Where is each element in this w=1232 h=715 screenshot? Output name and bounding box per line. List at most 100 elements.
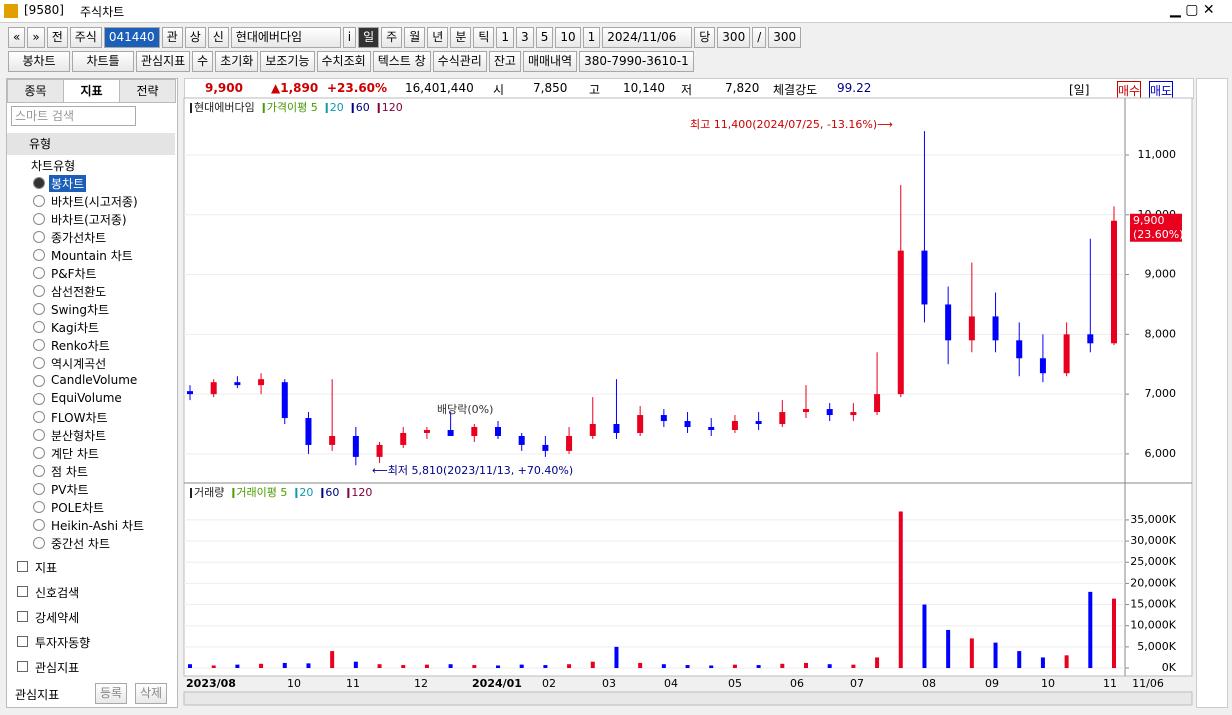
- radio[interactable]: [33, 393, 45, 405]
- window-controls[interactable]: ▁ ▢ ✕: [1170, 2, 1215, 18]
- toolbar-button[interactable]: «: [8, 27, 26, 48]
- chart-type-item[interactable]: 삼선전환도: [51, 285, 107, 299]
- toolbar-button[interactable]: 텍스트 창: [372, 51, 431, 72]
- toolbar-button[interactable]: 수: [192, 51, 214, 72]
- toolbar-button[interactable]: 신: [207, 27, 229, 48]
- toolbar-button[interactable]: 봉차트: [8, 51, 70, 72]
- chart-type-item[interactable]: Mountain 차트: [51, 249, 133, 263]
- toolbar-button[interactable]: 초기화: [215, 51, 259, 72]
- toolbar-button[interactable]: 관심지표: [136, 51, 191, 72]
- toolbar-button[interactable]: 주: [381, 27, 403, 48]
- toolbar-button[interactable]: 주식: [69, 27, 102, 48]
- toolbar-button[interactable]: 수치조회: [316, 51, 371, 72]
- toolbar-button[interactable]: 수식관리: [432, 51, 487, 72]
- folder[interactable]: 관심지표: [35, 661, 80, 675]
- chart-type-item[interactable]: CandleVolume: [51, 373, 138, 387]
- radio[interactable]: [33, 357, 45, 369]
- chart-type-item[interactable]: Heikin-Ashi 차트: [51, 519, 144, 533]
- toolbar-button[interactable]: 월: [404, 27, 426, 48]
- radio[interactable]: [33, 537, 45, 549]
- toolbar-button[interactable]: i: [342, 27, 357, 48]
- chart-type-item[interactable]: 종가선차트: [51, 231, 107, 245]
- panel-tab[interactable]: 종목: [7, 79, 64, 103]
- toolbar-1: «» 전 주식 041440 관 상 신 현대에버다임 i 일 주 월 년 분 틱 1 3 5 10 1 2024/11…: [8, 27, 1218, 48]
- chart-type-item[interactable]: 계단 차트: [51, 447, 99, 461]
- radio[interactable]: [33, 267, 45, 279]
- toolbar-button[interactable]: 잔고: [488, 51, 521, 72]
- toolbar-button[interactable]: 300: [768, 27, 802, 48]
- radio[interactable]: [33, 213, 45, 225]
- panel-tab[interactable]: 전략: [119, 79, 176, 103]
- toolbar-button[interactable]: /: [752, 27, 767, 48]
- toolbar-button[interactable]: 일: [358, 27, 380, 48]
- folder-icon: [17, 561, 28, 572]
- legend-swatch: [377, 103, 380, 113]
- toolbar-button[interactable]: 현대에버다임: [230, 27, 341, 48]
- toolbar-button[interactable]: 전: [46, 27, 68, 48]
- folder[interactable]: 투자자동향: [35, 636, 91, 650]
- chart-type-item[interactable]: FLOW차트: [51, 411, 108, 425]
- toolbar-button[interactable]: 10: [555, 27, 581, 48]
- radio[interactable]: [33, 303, 45, 315]
- toolbar-button[interactable]: 2024/11/06: [602, 27, 693, 48]
- radio[interactable]: [33, 411, 45, 423]
- chart-type-item[interactable]: PV차트: [51, 483, 89, 497]
- toolbar-button[interactable]: 5: [535, 27, 554, 48]
- radio[interactable]: [33, 339, 45, 351]
- toolbar-button[interactable]: 3: [516, 27, 534, 48]
- radio[interactable]: [33, 429, 45, 441]
- footer-button[interactable]: 삭제: [135, 683, 168, 704]
- chart-type-item[interactable]: EquiVolume: [51, 391, 122, 405]
- search-box[interactable]: 스마트 검색: [11, 106, 136, 126]
- footer-button[interactable]: 등록: [95, 683, 128, 704]
- toolbar-button[interactable]: 년: [427, 27, 449, 48]
- radio[interactable]: [33, 321, 45, 333]
- toolbar-button[interactable]: 보조기능: [260, 51, 315, 72]
- quote-open-label: 시: [493, 83, 505, 97]
- chart-type-item[interactable]: 분산형차트: [51, 429, 107, 443]
- radio[interactable]: [33, 375, 45, 387]
- toolbar-button[interactable]: »: [27, 27, 45, 48]
- radio[interactable]: [33, 177, 45, 189]
- radio[interactable]: [33, 447, 45, 459]
- scrollbar[interactable]: [183, 691, 1193, 706]
- chart-type-item[interactable]: P&F차트: [51, 267, 97, 281]
- radio[interactable]: [33, 285, 45, 297]
- toolbar-button[interactable]: 매매내역: [522, 51, 578, 72]
- toolbar-button[interactable]: 1: [582, 27, 601, 48]
- toolbar-button[interactable]: 관: [161, 27, 183, 48]
- toolbar-button[interactable]: 틱: [473, 27, 495, 48]
- toolbar-button[interactable]: 380-7990-3610-1: [579, 51, 694, 72]
- chart-type-item[interactable]: Kagi차트: [51, 321, 100, 335]
- chart-type-item[interactable]: 바차트(고저종): [51, 213, 127, 227]
- radio[interactable]: [33, 519, 45, 531]
- quote-change: ▲1,890: [271, 81, 319, 95]
- radio[interactable]: [33, 465, 45, 477]
- radio[interactable]: [33, 501, 45, 513]
- toolbar-button[interactable]: 분: [450, 27, 472, 48]
- radio[interactable]: [33, 483, 45, 495]
- group-header[interactable]: 유형: [7, 133, 175, 155]
- radio[interactable]: [33, 195, 45, 207]
- radio[interactable]: [33, 231, 45, 243]
- candle-body: [992, 316, 999, 341]
- chart-type-item[interactable]: 역시계곡선: [51, 357, 107, 371]
- radio[interactable]: [33, 249, 45, 261]
- chart-type-item[interactable]: 중간선 차트: [51, 537, 111, 551]
- toolbar-button[interactable]: 300: [717, 27, 751, 48]
- folder[interactable]: 강세약세: [35, 611, 80, 625]
- chart-type-item[interactable]: 점 차트: [51, 465, 88, 479]
- chart-type-item[interactable]: Swing차트: [51, 303, 110, 317]
- toolbar-button[interactable]: 당: [694, 27, 716, 48]
- folder[interactable]: 신호검색: [35, 586, 80, 600]
- chart-type-item[interactable]: Renko차트: [51, 339, 110, 353]
- chart-type-item[interactable]: POLE차트: [51, 501, 105, 515]
- toolbar-button[interactable]: 상: [184, 27, 206, 48]
- panel-tab[interactable]: 지표: [63, 79, 120, 103]
- chart-type-item[interactable]: 봉차트: [49, 175, 87, 192]
- folder[interactable]: 지표: [35, 561, 58, 575]
- toolbar-button[interactable]: 차트틀: [72, 51, 134, 72]
- toolbar-button[interactable]: 1: [496, 27, 515, 48]
- toolbar-button[interactable]: 041440: [103, 27, 160, 48]
- chart-type-item[interactable]: 바차트(시고저종): [51, 195, 138, 209]
